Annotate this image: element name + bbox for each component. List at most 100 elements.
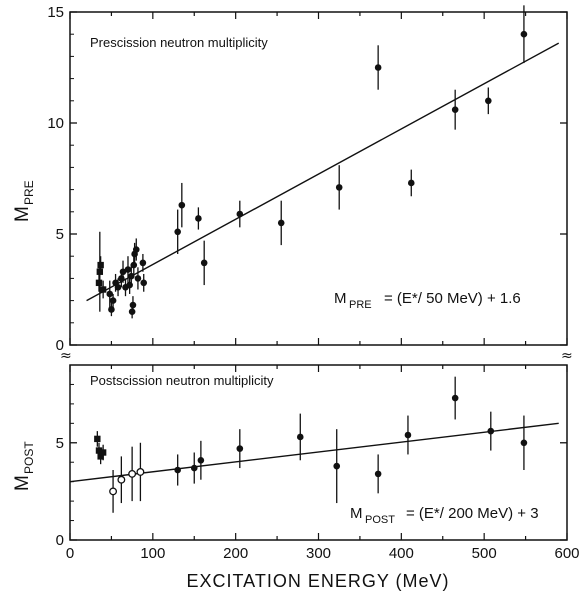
top-square-marker xyxy=(100,286,106,292)
bottom-dot-marker xyxy=(174,467,181,474)
bottom-open-marker xyxy=(110,488,117,495)
bottom-dot-marker xyxy=(237,445,244,452)
bottom-dot-marker xyxy=(191,465,198,472)
bottom-data-point xyxy=(452,377,459,420)
top-dot-marker xyxy=(375,64,382,71)
bottom-open-marker xyxy=(129,471,136,478)
bottom-data-point xyxy=(333,429,340,503)
top-dot-marker xyxy=(106,291,113,298)
top-data-point xyxy=(195,207,202,229)
bottom-formula-rhs: = (E*/ 200 MeV) + 3 xyxy=(406,505,539,522)
top-formula-rhs: = (E*/ 50 MeV) + 1.6 xyxy=(384,290,521,307)
x-tick-label: 600 xyxy=(554,545,579,562)
bottom-y-axis-label-main: M xyxy=(12,475,33,491)
top-data-point xyxy=(375,45,382,89)
top-dot-marker xyxy=(126,282,133,289)
bottom-dot-marker xyxy=(452,395,459,402)
top-dot-marker xyxy=(115,284,122,291)
bottom-fit-formula: M POST = (E*/ 200 MeV) + 3 xyxy=(350,505,539,526)
bottom-data-point xyxy=(137,443,144,501)
bottom-square-marker xyxy=(100,449,106,455)
top-square-marker xyxy=(97,269,103,275)
x-tick-label: 0 xyxy=(66,545,74,562)
x-tick-label: 300 xyxy=(306,545,331,562)
top-formula-lhs: M xyxy=(334,290,347,307)
top-dot-marker xyxy=(129,308,136,315)
top-dot-marker xyxy=(135,275,142,282)
bottom-data-point xyxy=(118,456,125,503)
top-dot-marker xyxy=(408,180,415,187)
bottom-formula-lhs: M xyxy=(350,505,363,522)
top-fit-line-group xyxy=(87,43,559,301)
top-dot-marker xyxy=(140,260,147,267)
top-data-point xyxy=(108,303,115,316)
top-data-point xyxy=(485,87,492,114)
bottom-y-tick-label: 5 xyxy=(56,435,64,452)
bottom-y-axis-label-sub: POST xyxy=(22,441,36,474)
top-y-tick-label: 15 xyxy=(47,4,64,21)
top-dot-marker xyxy=(133,246,140,253)
top-data-point xyxy=(521,5,528,63)
top-data-point xyxy=(237,201,244,228)
top-square-marker xyxy=(96,280,102,286)
top-dot-marker xyxy=(452,106,459,113)
bottom-data-point xyxy=(487,412,494,451)
bottom-data-point xyxy=(405,416,412,455)
top-y-tick-label: 0 xyxy=(56,337,64,354)
bottom-data-point xyxy=(198,441,205,480)
top-data-point xyxy=(140,274,147,292)
top-data-point xyxy=(278,201,285,245)
bottom-data-point xyxy=(174,454,181,485)
bottom-dot-marker xyxy=(521,439,528,446)
axis-break-right: ≈ xyxy=(561,348,573,364)
x-tick-label: 200 xyxy=(223,545,248,562)
bottom-data-point xyxy=(129,447,136,501)
x-tick-label: 400 xyxy=(389,545,414,562)
top-panel-title: Prescission neutron multiplicity xyxy=(90,35,268,50)
top-dot-marker xyxy=(174,228,181,235)
top-dot-marker xyxy=(521,31,528,38)
top-data-point xyxy=(131,243,138,265)
bottom-axis-ticks: 050 100 200 300 400 500 600 xyxy=(56,365,580,562)
top-dot-marker xyxy=(237,211,244,218)
bottom-dot-marker xyxy=(297,434,304,441)
top-data-point xyxy=(452,90,459,130)
bottom-open-marker xyxy=(118,476,125,483)
top-data-point xyxy=(408,170,415,197)
top-dot-marker xyxy=(125,266,132,273)
top-dot-marker xyxy=(140,280,147,287)
top-dot-marker xyxy=(130,302,137,309)
top-fit-line xyxy=(87,43,559,301)
bottom-data-point xyxy=(521,416,528,470)
bottom-dot-marker xyxy=(405,432,412,439)
top-data-point xyxy=(179,183,186,227)
top-data-points xyxy=(96,5,527,318)
top-y-axis-label-main: M xyxy=(12,206,33,222)
x-tick-label: 500 xyxy=(472,545,497,562)
x-axis-title: EXCITATION ENERGY (MeV) xyxy=(186,571,449,591)
bottom-dot-marker xyxy=(487,428,494,435)
bottom-formula-lhs-sub: POST xyxy=(365,514,395,526)
top-y-tick-label: 5 xyxy=(56,226,64,243)
top-fit-formula: M PRE = (E*/ 50 MeV) + 1.6 xyxy=(334,290,521,311)
bottom-y-tick-label: 0 xyxy=(56,532,64,549)
bottom-dot-marker xyxy=(333,463,340,470)
top-dot-marker xyxy=(278,220,285,227)
bottom-square-marker xyxy=(94,436,100,442)
bottom-open-marker xyxy=(137,469,144,476)
bottom-dot-marker xyxy=(375,471,382,478)
top-formula-lhs-sub: PRE xyxy=(349,299,372,311)
top-data-point xyxy=(201,241,208,285)
bottom-y-axis-label: M POST xyxy=(12,441,36,491)
top-dot-marker xyxy=(130,262,137,269)
bottom-data-point xyxy=(375,454,382,493)
top-data-point xyxy=(97,232,103,312)
bottom-panel-title: Postscission neutron multiplicity xyxy=(90,373,274,388)
top-data-point xyxy=(174,210,181,254)
top-square-marker xyxy=(97,262,103,268)
top-y-axis-label: M PRE xyxy=(12,180,36,222)
top-dot-marker xyxy=(108,306,115,313)
x-tick-label: 100 xyxy=(140,545,165,562)
top-dot-marker xyxy=(118,275,125,282)
